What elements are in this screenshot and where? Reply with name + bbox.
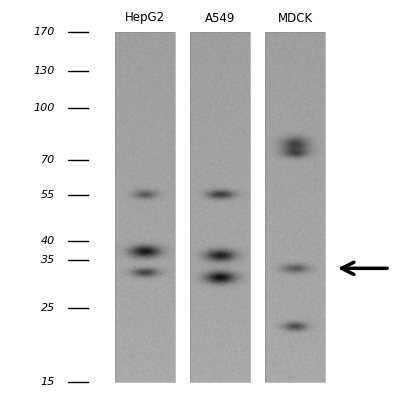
Bar [265, 32, 325, 382]
Text: 170: 170 [34, 27, 55, 37]
Text: 55: 55 [41, 190, 55, 200]
Text: 130: 130 [34, 66, 55, 76]
Text: 15: 15 [41, 377, 55, 387]
Bar [190, 32, 250, 382]
Text: HepG2: HepG2 [125, 12, 165, 24]
Bar [115, 32, 175, 382]
Text: MDCK: MDCK [278, 12, 312, 24]
Text: 35: 35 [41, 255, 55, 265]
Text: A549: A549 [205, 12, 235, 24]
Text: 100: 100 [34, 104, 55, 114]
Text: 70: 70 [41, 155, 55, 165]
Text: 40: 40 [41, 236, 55, 246]
Text: 25: 25 [41, 303, 55, 313]
